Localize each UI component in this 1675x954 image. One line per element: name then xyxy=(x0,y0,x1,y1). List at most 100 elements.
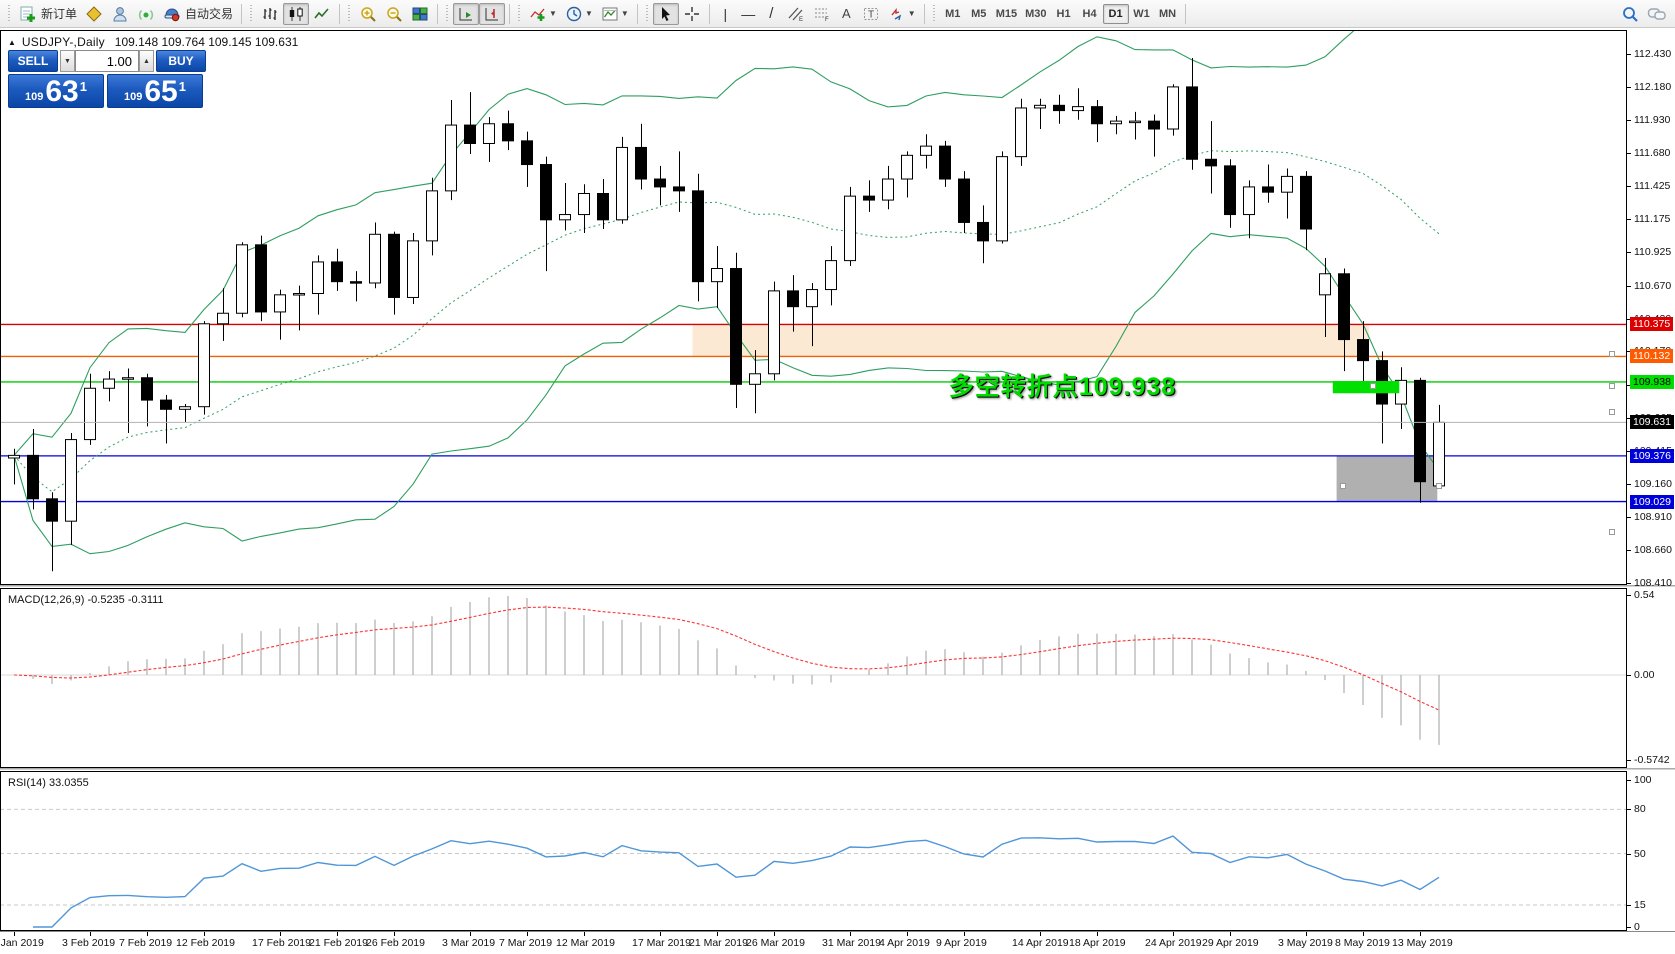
collapse-icon[interactable]: ▲ xyxy=(8,37,16,47)
selection-handle[interactable] xyxy=(1340,483,1346,489)
macd-axis[interactable]: 0.54 0.00 -0.5742 xyxy=(1627,588,1675,768)
selection-handle[interactable] xyxy=(1436,483,1442,489)
pivot-box[interactable] xyxy=(1332,381,1400,394)
chart-style-button[interactable] xyxy=(81,3,107,25)
supply-zone[interactable] xyxy=(692,324,1369,357)
horizontal-line-tool-button[interactable]: — xyxy=(737,3,760,25)
buy-price-prefix: 109 xyxy=(124,91,143,103)
candle-body xyxy=(1357,339,1369,362)
candle-body xyxy=(350,281,362,284)
selection-center-handle[interactable] xyxy=(1389,507,1394,512)
candle-body xyxy=(312,261,324,295)
sell-button[interactable]: SELL xyxy=(8,50,58,72)
price-tick-label: 111.680 xyxy=(1634,147,1671,159)
candlestick-chart-button[interactable] xyxy=(283,2,310,25)
price-badge-110.132: 110.132 xyxy=(1630,349,1674,363)
timeframe-m15[interactable]: M15 xyxy=(995,7,1018,20)
periods-button[interactable]: ▼ xyxy=(561,3,597,25)
volume-decrease-button[interactable]: ▼ xyxy=(60,50,75,72)
macd-pane-canvas[interactable] xyxy=(0,588,1627,768)
search-button[interactable] xyxy=(1617,3,1643,25)
candle-body xyxy=(1053,104,1065,112)
timeframe-mn[interactable]: MN xyxy=(1158,7,1177,20)
candle-body xyxy=(635,146,647,180)
candle-body xyxy=(540,164,552,221)
rsi-label: RSI(14) 33.0355 xyxy=(8,777,89,789)
date-tick-mark xyxy=(204,932,205,936)
templates-caret-icon[interactable]: ▼ xyxy=(620,9,629,18)
new-order-button[interactable]: 新订单 xyxy=(15,3,81,25)
trendline-tool-button[interactable]: / xyxy=(760,3,783,25)
candle-body xyxy=(217,312,229,325)
volume-increase-button[interactable]: ▲ xyxy=(139,50,154,72)
indicators-button[interactable]: ▼ xyxy=(525,3,561,25)
rsi-tick-mark xyxy=(1627,809,1631,810)
chat-button[interactable] xyxy=(1643,3,1671,25)
new-order-label: 新订单 xyxy=(41,7,78,21)
price-tick-label: 111.930 xyxy=(1634,114,1671,126)
price-tick-label: 108.410 xyxy=(1634,577,1672,589)
label-tool-button[interactable]: T xyxy=(858,3,884,25)
price-axis[interactable]: 112.430 112.180 111.930 111.680 111.425 111.1… xyxy=(1627,30,1675,589)
candle-body xyxy=(1281,175,1293,193)
timeframe-w1[interactable]: W1 xyxy=(1133,7,1150,20)
candle-body xyxy=(274,294,286,313)
tile-windows-button[interactable] xyxy=(407,3,433,25)
text-tool-button[interactable]: A xyxy=(835,3,858,25)
date-tick-label: 21 Feb 2019 xyxy=(309,937,368,949)
pane-separator-macd[interactable] xyxy=(0,585,1675,588)
sell-price-box[interactable]: 109 63 1 xyxy=(8,74,104,108)
pane-separator-rsi[interactable] xyxy=(0,768,1675,771)
main-chart-canvas[interactable] xyxy=(0,30,1627,585)
crosshair-tool-button[interactable] xyxy=(679,3,705,25)
templates-button[interactable]: ▼ xyxy=(597,3,633,25)
rsi-tick-mark xyxy=(1627,780,1631,781)
chart-shift-button[interactable] xyxy=(479,2,506,25)
selection-handle[interactable] xyxy=(1609,409,1615,415)
signals-button[interactable] xyxy=(133,3,159,25)
timeframe-m1[interactable]: M1 xyxy=(945,7,961,20)
candle-body xyxy=(616,146,628,221)
candle-body xyxy=(559,214,571,221)
candle-body xyxy=(407,240,419,298)
channel-tool-button[interactable]: E xyxy=(783,3,809,25)
sell-price-prefix: 109 xyxy=(25,91,44,103)
search-icon xyxy=(1621,5,1639,23)
bar-chart-button[interactable] xyxy=(257,3,283,25)
arrows-tool-button[interactable]: ▼ xyxy=(884,3,920,25)
timeframe-m30[interactable]: M30 xyxy=(1025,7,1047,20)
auto-scroll-button[interactable] xyxy=(453,2,480,25)
selection-handle[interactable] xyxy=(1370,383,1376,389)
candle-body xyxy=(673,186,685,192)
buy-button[interactable]: BUY xyxy=(156,50,206,72)
zoom-out-button[interactable] xyxy=(381,3,407,25)
selection-handle[interactable] xyxy=(1609,529,1615,535)
buy-price-box[interactable]: 109 65 1 xyxy=(107,74,203,108)
rsi-pane-canvas[interactable] xyxy=(0,771,1627,931)
periods-caret-icon[interactable]: ▼ xyxy=(584,9,593,18)
line-chart-button[interactable] xyxy=(309,3,335,25)
profiles-button[interactable] xyxy=(107,3,133,25)
date-tick-label: 24 Apr 2019 xyxy=(1145,937,1202,949)
timeframe-h1[interactable]: H1 xyxy=(1056,7,1071,20)
date-tick-label: 12 Feb 2019 xyxy=(176,937,235,949)
cursor-tool-button[interactable] xyxy=(652,2,679,25)
autotrading-button[interactable]: 自动交易 xyxy=(159,3,237,25)
zoom-in-button[interactable] xyxy=(355,3,381,25)
indicators-caret-icon[interactable]: ▼ xyxy=(549,9,557,18)
vertical-line-tool-button[interactable]: | xyxy=(714,3,737,25)
candle-body xyxy=(711,268,723,283)
volume-input[interactable] xyxy=(75,50,139,72)
arrows-caret-icon[interactable]: ▼ xyxy=(907,9,916,18)
timeframe-d1[interactable]: D1 xyxy=(1102,3,1129,24)
rsi-axis[interactable]: 100 80 50 15 0 xyxy=(1627,771,1675,933)
timeframe-h4[interactable]: H4 xyxy=(1082,7,1097,20)
chart-annotation-text[interactable]: 多空转折点109.938 xyxy=(948,372,1177,401)
fibonacci-tool-button[interactable]: F xyxy=(809,3,835,25)
timeframe-m5[interactable]: M5 xyxy=(971,7,987,20)
date-tick-mark xyxy=(717,932,718,936)
selection-handle[interactable] xyxy=(1609,351,1615,357)
candle-body xyxy=(749,373,761,385)
selection-handle[interactable] xyxy=(1609,383,1615,389)
